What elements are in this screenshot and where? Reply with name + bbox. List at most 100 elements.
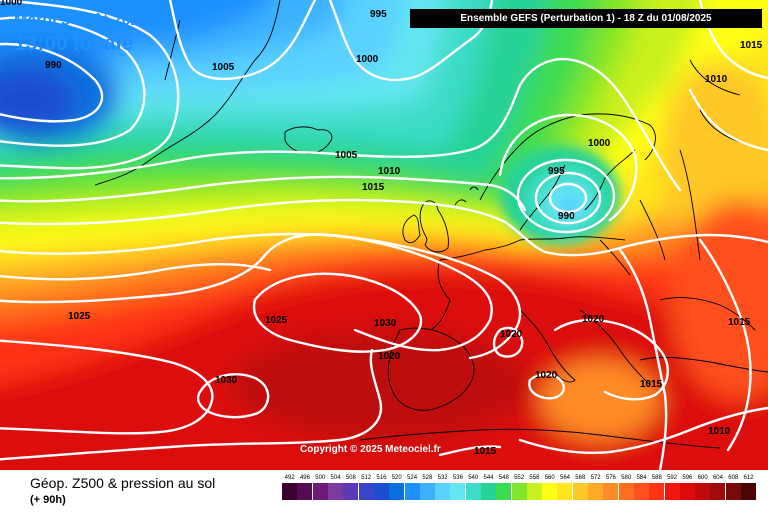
scale-step-label: 556 xyxy=(529,475,540,481)
isobar-label: 1005 xyxy=(335,150,358,161)
legend-bar: Géop. Z500 & pression au sol (+ 90h) 492… xyxy=(0,470,768,512)
scale-step-swatch xyxy=(710,483,726,500)
scale-step: 584 xyxy=(633,474,649,500)
scale-step-label: 568 xyxy=(575,475,586,481)
lead-time: (+ 90h) xyxy=(30,494,66,506)
isobar-label: 1025 xyxy=(68,311,91,322)
scale-step-swatch xyxy=(526,483,542,500)
scale-step-swatch xyxy=(358,483,374,500)
scale-step-label: 504 xyxy=(330,475,341,481)
scale-step-label: 528 xyxy=(422,475,433,481)
color-scale: 492 496 500 504 508 512 516 520 524 528 532 536 540 5… xyxy=(282,474,757,500)
scale-step-swatch xyxy=(297,483,313,500)
scale-step-label: 524 xyxy=(407,475,418,481)
model-run-banner: Ensemble GEFS (Perturbation 1) - 18 Z du… xyxy=(410,9,762,28)
isobar-label: 990 xyxy=(558,211,575,222)
scale-step-label: 612 xyxy=(743,475,754,481)
isobar-label: 1015 xyxy=(640,379,663,390)
scale-step: 516 xyxy=(373,474,389,500)
scale-step: 592 xyxy=(664,474,680,500)
scale-step-label: 560 xyxy=(544,475,555,481)
scale-step: 500 xyxy=(312,474,328,500)
isobar-label: 1030 xyxy=(374,318,397,329)
scale-step: 600 xyxy=(695,474,711,500)
scale-step-label: 600 xyxy=(697,475,708,481)
scale-step-swatch xyxy=(741,483,757,500)
scale-step-swatch xyxy=(496,483,512,500)
scale-step: 588 xyxy=(649,474,665,500)
scale-step-swatch xyxy=(282,483,298,500)
isobar-label: 1020 xyxy=(500,329,523,340)
scale-step: 528 xyxy=(419,474,435,500)
scale-step-swatch xyxy=(603,483,619,500)
scale-step-label: 564 xyxy=(559,475,570,481)
scale-step: 612 xyxy=(741,474,757,500)
scale-step-label: 576 xyxy=(605,475,616,481)
scale-step: 580 xyxy=(618,474,634,500)
isobar-label: 1030 xyxy=(215,375,238,386)
scale-step-label: 584 xyxy=(636,475,647,481)
scale-step: 568 xyxy=(572,474,588,500)
isobar-label: 1005 xyxy=(212,62,235,73)
scale-step: 524 xyxy=(404,474,420,500)
isobar-labels: 1000 995 1015 990 1005 1000 1010 1005 10… xyxy=(0,0,763,457)
isobar-label: 1020 xyxy=(582,314,605,325)
scale-step-swatch xyxy=(557,483,573,500)
scale-step-label: 496 xyxy=(299,475,310,481)
scale-step: 540 xyxy=(465,474,481,500)
scale-step-label: 536 xyxy=(452,475,463,481)
isobar-label: 1000 xyxy=(356,54,379,65)
isobar-label: 995 xyxy=(370,9,387,20)
isobar-label: 1015 xyxy=(474,446,497,457)
weather-map: 1000 995 1015 990 1005 1000 1010 1005 10… xyxy=(0,0,768,470)
copyright-notice: Copyright © 2025 Meteociel.fr xyxy=(300,444,441,455)
scale-step-swatch xyxy=(542,483,558,500)
scale-step-swatch xyxy=(695,483,711,500)
scale-step-swatch xyxy=(404,483,420,500)
scale-step-label: 572 xyxy=(590,475,601,481)
scale-step: 604 xyxy=(710,474,726,500)
isobar-label: 995 xyxy=(548,166,565,177)
scale-step: 548 xyxy=(496,474,512,500)
scale-step-swatch xyxy=(481,483,496,500)
scale-step: 508 xyxy=(343,474,359,500)
scale-step-label: 520 xyxy=(391,475,402,481)
scale-step-swatch xyxy=(389,483,405,500)
scale-step: 552 xyxy=(511,474,527,500)
isobar-label: 1015 xyxy=(362,182,385,193)
scale-step: 596 xyxy=(679,474,695,500)
scale-step: 504 xyxy=(328,474,344,500)
scale-step-label: 492 xyxy=(284,475,295,481)
scale-step: 492 xyxy=(282,474,298,500)
isobar-label: 1015 xyxy=(728,317,751,328)
scale-step-label: 512 xyxy=(361,475,372,481)
scale-step-swatch xyxy=(465,483,481,500)
scale-step-label: 516 xyxy=(376,475,387,481)
scale-step-swatch xyxy=(312,483,328,500)
model-run-text: Ensemble GEFS (Perturbation 1) - 18 Z du… xyxy=(460,13,712,24)
scale-step-swatch xyxy=(450,483,466,500)
legend-title: Géop. Z500 & pression au sol xyxy=(30,475,216,491)
scale-step: 576 xyxy=(603,474,619,500)
scale-step: 556 xyxy=(526,474,542,500)
scale-step-swatch xyxy=(572,483,588,500)
isobar-label: 1010 xyxy=(705,74,728,85)
scale-step: 608 xyxy=(725,474,741,500)
scale-step-label: 544 xyxy=(483,475,494,481)
scale-step: 520 xyxy=(389,474,405,500)
scale-step-swatch xyxy=(511,483,527,500)
scale-step: 512 xyxy=(358,474,374,500)
scale-step-swatch xyxy=(343,483,359,500)
scale-step-label: 532 xyxy=(437,475,448,481)
scale-step-swatch xyxy=(373,483,389,500)
local-time: 13:00 locale xyxy=(14,32,134,55)
scale-step-swatch xyxy=(588,483,604,500)
scale-step: 564 xyxy=(557,474,573,500)
forecast-date: Mardi 5 août 2025 xyxy=(14,12,149,29)
scale-step-swatch xyxy=(435,483,451,500)
scale-step-swatch xyxy=(664,483,680,500)
scale-step-label: 580 xyxy=(621,475,632,481)
scale-step-label: 500 xyxy=(315,475,326,481)
scale-step-label: 548 xyxy=(498,475,509,481)
scale-step-swatch xyxy=(618,483,634,500)
